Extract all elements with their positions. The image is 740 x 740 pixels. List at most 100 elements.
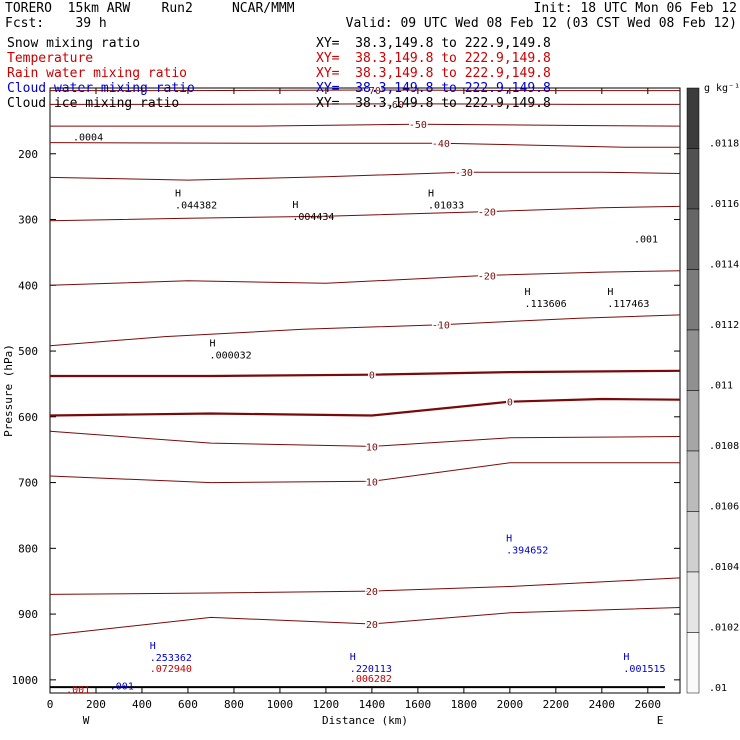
x-tick-label: 1800	[451, 698, 478, 711]
isotherm-label: -40	[432, 139, 450, 150]
isotherm-label: 0	[369, 371, 375, 382]
maximum-value: .044382	[175, 200, 217, 211]
x-end-label-east: E	[657, 714, 664, 727]
maximum-marker: H	[607, 287, 613, 298]
contour-label: .001	[110, 682, 134, 693]
isotherm-line	[49, 270, 681, 286]
plot-frame	[49, 87, 681, 694]
maximum-value: .220113	[350, 664, 392, 675]
maximum-marker: H	[292, 200, 298, 211]
header-line1-left: TORERO 15km ARW Run2 NCAR/MMM	[5, 1, 295, 16]
field-name: Rain water mixing ratio	[7, 66, 188, 81]
isotherm-line	[49, 397, 681, 417]
y-tick-label: 1000	[12, 674, 39, 687]
field-xy: XY= 38.3,149.8 to 222.9,149.8	[316, 36, 551, 51]
maximum-marker: H	[175, 188, 181, 199]
isotherm-label: -60	[386, 100, 404, 111]
maximum-value: .001515	[623, 664, 665, 675]
maximum-value: .01033	[428, 200, 464, 211]
field-name: Temperature	[7, 51, 94, 66]
field-name: Cloud ice mixing ratio	[7, 96, 180, 111]
y-tick-label: 800	[18, 542, 38, 555]
isotherm-label: -30	[455, 168, 473, 179]
y-tick-label: 400	[18, 279, 38, 292]
maximum-value: .006282	[350, 674, 392, 685]
colorbar-segment	[686, 208, 700, 270]
maximum-value: .004434	[292, 212, 334, 223]
colorbar-segment	[686, 450, 700, 512]
isotherm-line	[50, 103, 680, 105]
x-tick-label: 1200	[313, 698, 340, 711]
contour-label: .001	[634, 235, 658, 246]
colorbar-segment	[686, 148, 700, 210]
y-tick-label: 600	[18, 411, 38, 424]
x-tick-label: 0	[47, 698, 54, 711]
maximum-value: .113606	[525, 299, 567, 310]
x-tick-label: 1400	[359, 698, 386, 711]
colorbar-label: .0116	[709, 199, 739, 210]
x-tick-label: 800	[224, 698, 244, 711]
field-name: Cloud water mixing ratio	[7, 81, 195, 96]
colorbar-label: .0108	[709, 441, 739, 452]
y-tick-label: 500	[18, 345, 38, 358]
isotherm-line	[49, 430, 681, 447]
isotherm-label: 10	[366, 477, 378, 488]
colorbar-segment	[686, 511, 700, 573]
colorbar-label: .0106	[709, 501, 739, 512]
field-xy: XY= 38.3,149.8 to 222.9,149.8	[316, 51, 551, 66]
colorbar-label: .011	[709, 380, 733, 391]
header-line2-right: Valid: 09 UTC Wed 08 Feb 12 (03 CST Wed …	[345, 16, 737, 31]
isotherm-label: 20	[366, 587, 378, 598]
maximum-value: .394652	[506, 546, 548, 557]
colorbar-segment	[686, 87, 700, 149]
colorbar-label: .0118	[709, 138, 739, 149]
colorbar-label: .0114	[709, 259, 739, 270]
x-end-label-west: W	[83, 714, 90, 727]
x-tick-label: 200	[86, 698, 106, 711]
y-axis-label: Pressure (hPa)	[2, 344, 15, 437]
maximum-marker: H	[506, 534, 512, 545]
isotherm-label: 10	[366, 442, 378, 453]
x-tick-label: 2000	[497, 698, 524, 711]
isotherm-label: 20	[366, 620, 378, 631]
field-xy: XY= 38.3,149.8 to 222.9,149.8	[316, 96, 551, 111]
isotherm-line	[50, 123, 681, 127]
isotherm-label: 0	[507, 398, 513, 409]
isotherm-line	[50, 369, 681, 378]
maximum-value: .072940	[150, 664, 192, 675]
colorbar-segment	[686, 329, 700, 391]
y-tick-label: 700	[18, 477, 38, 490]
isotherm-label: -70	[363, 86, 381, 97]
isotherm-label: -20	[478, 271, 496, 282]
header-line2-left: Fcst: 39 h	[5, 16, 107, 31]
colorbar-segment	[686, 632, 700, 694]
colorbar-unit: g kg⁻¹	[704, 83, 740, 94]
y-tick-label: 300	[18, 214, 38, 227]
maximum-marker: H	[350, 652, 356, 663]
maximum-value: .253362	[150, 653, 192, 664]
isotherm-line	[49, 142, 680, 148]
field-name: Snow mixing ratio	[7, 36, 141, 51]
maximum-marker: H	[623, 652, 629, 663]
x-tick-label: 1600	[405, 698, 432, 711]
x-axis-label: Distance (km)	[322, 714, 408, 727]
maximum-marker: H	[525, 287, 531, 298]
x-tick-label: 600	[178, 698, 198, 711]
y-tick-label: 200	[18, 148, 38, 161]
colorbar-segment	[686, 269, 700, 331]
isotherm-line	[49, 462, 680, 484]
colorbar-label: .01	[709, 683, 727, 694]
maximum-value: .000032	[210, 350, 252, 361]
x-tick-label: 2600	[635, 698, 662, 711]
maximum-marker: H	[210, 338, 216, 349]
contour-label: .0004	[73, 133, 103, 144]
maximum-marker: H	[428, 188, 434, 199]
field-xy: XY= 38.3,149.8 to 222.9,149.8	[316, 81, 551, 96]
colorbar-segment	[686, 390, 700, 452]
x-tick-label: 2200	[543, 698, 570, 711]
isotherm-line	[49, 171, 681, 181]
isotherm-line	[49, 205, 681, 222]
colorbar-label: .0112	[709, 320, 739, 331]
isotherm-label: -20	[478, 208, 496, 219]
